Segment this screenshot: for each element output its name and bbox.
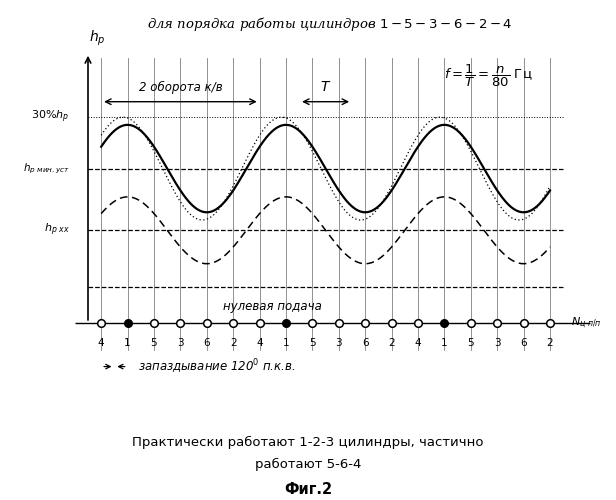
Text: $h_p$: $h_p$ xyxy=(89,28,106,48)
Text: 1: 1 xyxy=(124,338,131,348)
Text: 4: 4 xyxy=(256,338,263,348)
Text: $h_{р\ хх}$: $h_{р\ хх}$ xyxy=(44,222,70,238)
Text: 4: 4 xyxy=(415,338,421,348)
Text: 2: 2 xyxy=(546,338,553,348)
Text: 2: 2 xyxy=(388,338,395,348)
Text: 1: 1 xyxy=(283,338,290,348)
Text: 5: 5 xyxy=(309,338,316,348)
Text: $T$: $T$ xyxy=(320,80,331,94)
Text: $f = \dfrac{1}{T} = \dfrac{n}{80}$ Гц: $f = \dfrac{1}{T} = \dfrac{n}{80}$ Гц xyxy=(444,62,533,89)
Text: 3: 3 xyxy=(494,338,501,348)
Text: для порядка работы цилиндров $1-5-3-6-2-4$: для порядка работы цилиндров $1-5-3-6-2-… xyxy=(147,15,513,33)
Text: 4: 4 xyxy=(98,338,105,348)
Text: работают 5-6-4: работают 5-6-4 xyxy=(255,458,361,470)
Text: Фиг.2: Фиг.2 xyxy=(284,482,332,496)
Text: $N_{ц\ п/п}$: $N_{ц\ п/п}$ xyxy=(571,316,602,330)
Text: 5: 5 xyxy=(468,338,474,348)
Text: 2: 2 xyxy=(230,338,237,348)
Text: нулевая подача: нулевая подача xyxy=(224,300,322,312)
Text: Практически работают 1-2-3 цилиндры, частично: Практически работают 1-2-3 цилиндры, час… xyxy=(132,436,484,449)
Text: 6: 6 xyxy=(203,338,210,348)
Text: 3: 3 xyxy=(336,338,342,348)
Text: 3: 3 xyxy=(177,338,184,348)
Text: 5: 5 xyxy=(151,338,157,348)
Text: запаздывание 120$^0$ п.к.в.: запаздывание 120$^0$ п.к.в. xyxy=(138,358,296,376)
Text: 2 оборота к/в: 2 оборота к/в xyxy=(139,81,222,94)
Text: 6: 6 xyxy=(521,338,527,348)
Text: 6: 6 xyxy=(362,338,368,348)
Text: $h_{р\ мин.уст}$: $h_{р\ мин.уст}$ xyxy=(23,162,70,176)
Text: 1: 1 xyxy=(441,338,448,348)
Text: $30\%h_p$: $30\%h_p$ xyxy=(31,109,70,126)
